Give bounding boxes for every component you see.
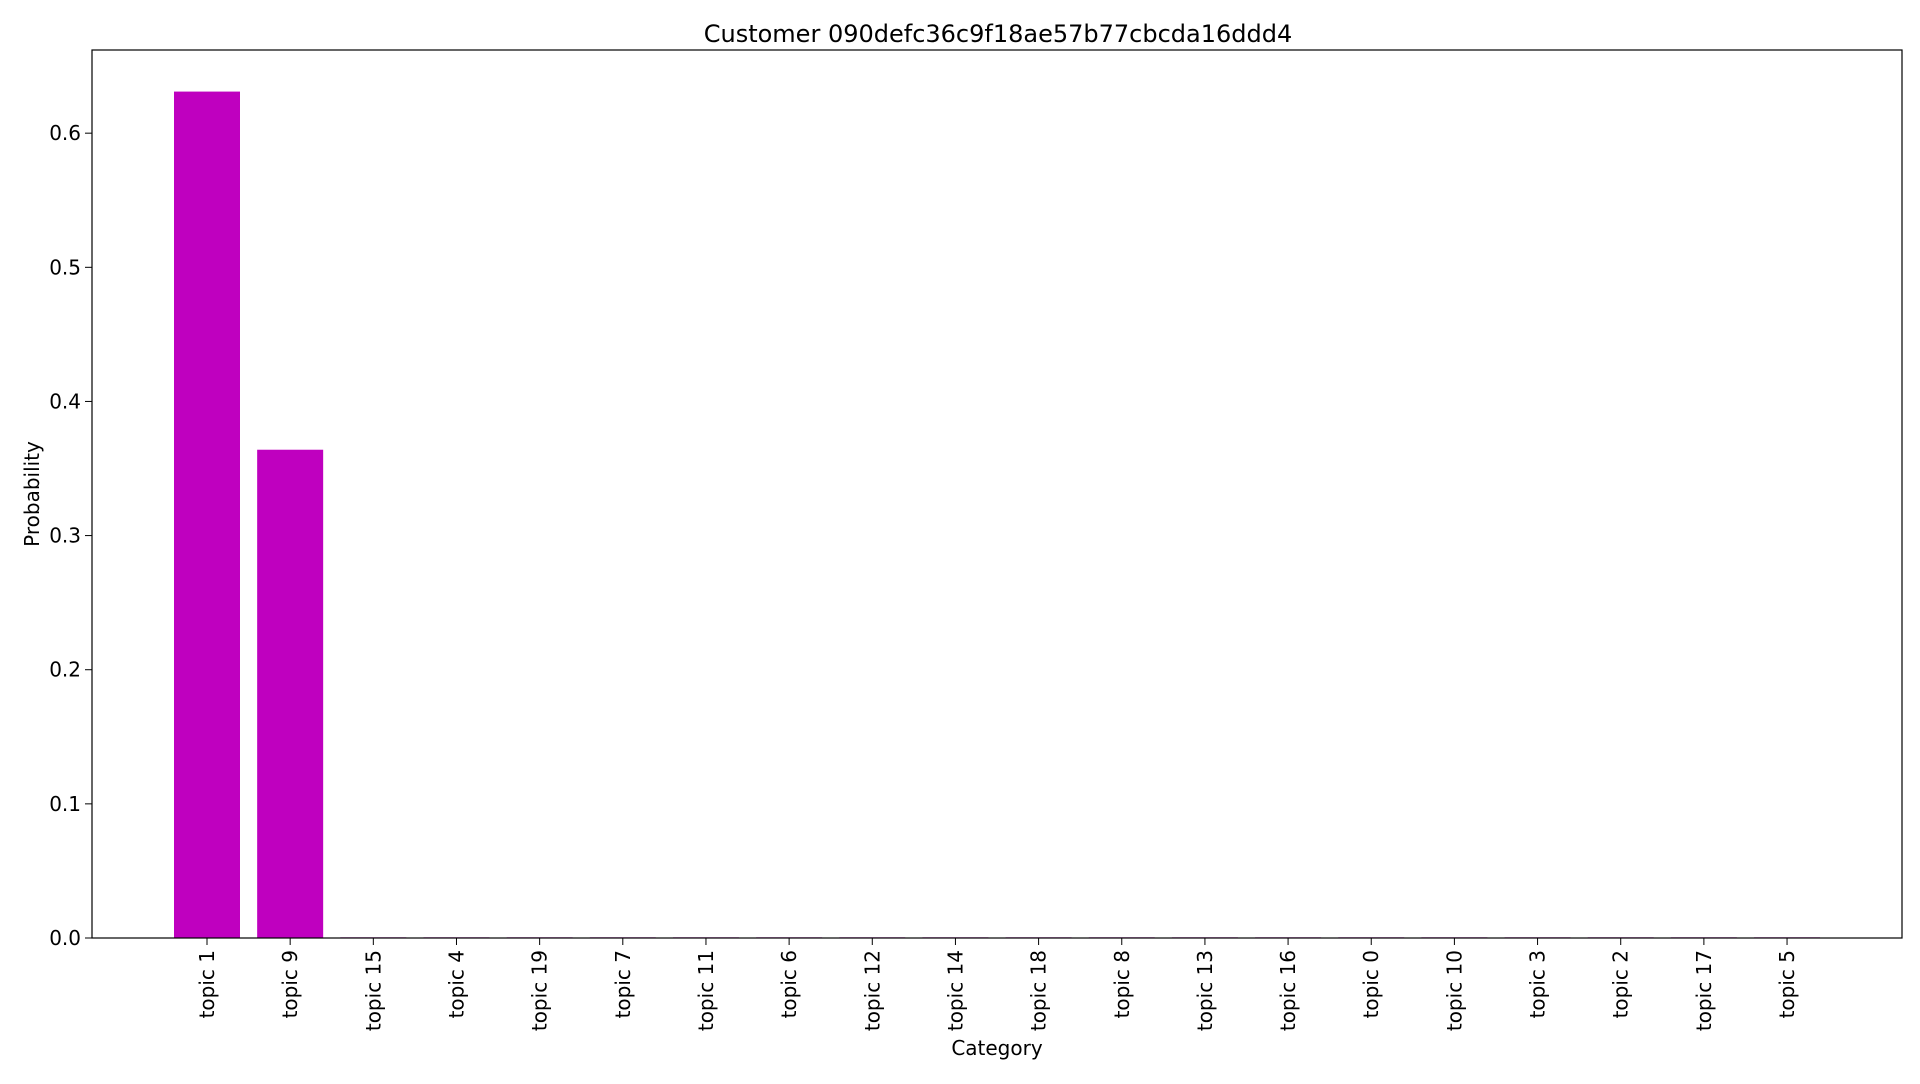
y-tick-label: 0.4 <box>49 389 81 413</box>
x-tick-label: topic 10 <box>1442 950 1466 1031</box>
y-tick-label: 0.2 <box>49 658 81 682</box>
x-tick-label: topic 9 <box>278 950 302 1018</box>
bars-layer <box>174 91 1821 939</box>
x-tick-label: topic 11 <box>694 950 718 1031</box>
y-tick-label: 0.5 <box>49 255 81 279</box>
x-tick-label: topic 5 <box>1775 950 1799 1018</box>
x-tick-label: topic 2 <box>1609 950 1633 1018</box>
y-tick-label: 0.3 <box>49 524 81 548</box>
x-tick-label: topic 1 <box>195 950 219 1018</box>
x-tick-label: topic 13 <box>1193 950 1217 1031</box>
plot-frame <box>91 49 1903 939</box>
x-tick-label: topic 12 <box>860 950 884 1031</box>
x-tick-label: topic 18 <box>1027 950 1051 1031</box>
x-tick-label: topic 3 <box>1526 950 1550 1018</box>
y-tick-label: 0.6 <box>49 121 81 145</box>
x-tick-label: topic 7 <box>611 950 635 1018</box>
x-tick-label: topic 17 <box>1692 950 1716 1031</box>
x-tick-label: topic 15 <box>361 950 385 1031</box>
x-tick-label: topic 14 <box>943 950 967 1031</box>
x-tick-label: topic 8 <box>1110 950 1134 1018</box>
x-tick-label: topic 16 <box>1276 950 1300 1031</box>
bar-topic-1 <box>174 91 240 938</box>
x-tick-label: topic 0 <box>1359 950 1383 1018</box>
y-tick-label: 0.1 <box>49 792 81 816</box>
y-tick-label: 0.0 <box>49 926 81 950</box>
x-tick-label: topic 6 <box>777 950 801 1018</box>
x-axis-label: Category <box>951 1036 1043 1060</box>
x-axis: topic 1 topic 9 topic 15 topic 4 topic 19 top… <box>195 938 1799 1031</box>
x-tick-label: topic 4 <box>444 950 468 1018</box>
y-axis-label: Probability <box>20 441 44 547</box>
y-axis: 0.0 0.1 0.2 0.3 0.4 0.5 0.6 <box>49 121 92 950</box>
x-tick-label: topic 19 <box>528 950 552 1031</box>
bar-topic-9 <box>257 449 324 938</box>
chart-title: Customer 090defc36c9f18ae57b77cbcda16ddd… <box>704 20 1293 48</box>
